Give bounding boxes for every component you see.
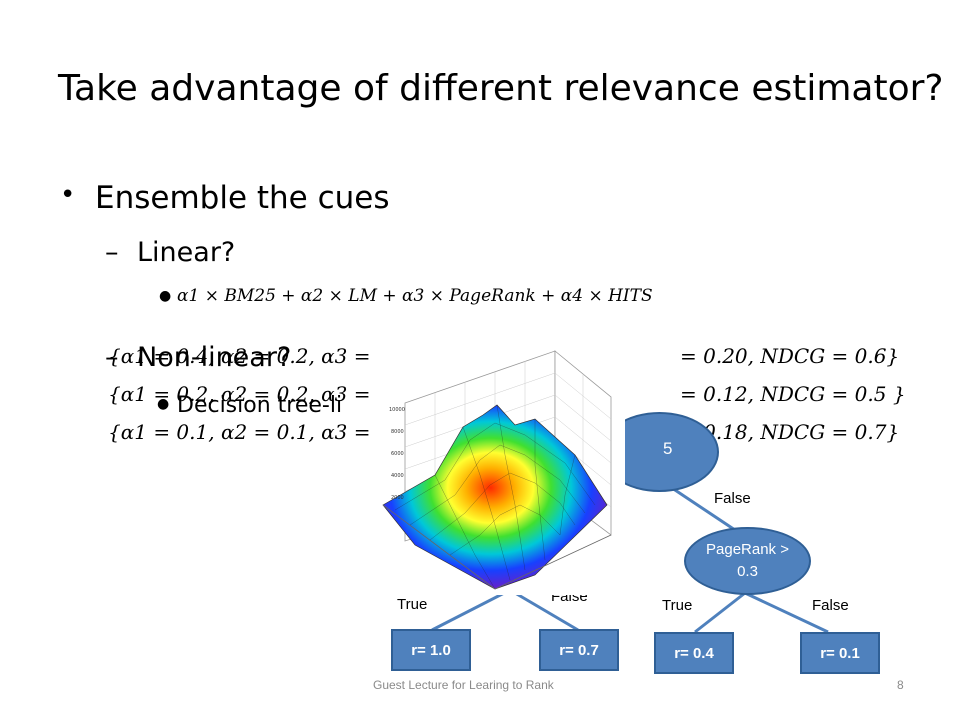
- tree-node-pagerank: PageRank > 0.3: [684, 527, 811, 595]
- edge-label-false-right: False: [812, 597, 849, 614]
- svg-text:8000: 8000: [391, 429, 404, 435]
- dash-linear: –: [105, 237, 119, 268]
- alpha-row-3-left: {α1 = 0.1, α2 = 0.1, α3 =: [108, 420, 371, 444]
- alpha-row-1-left: {α1 = 0.4, α2 = 0.2, α3 =: [108, 344, 371, 368]
- alpha-row-1-right: = 0.20, NDCG = 0.6}: [680, 344, 900, 368]
- alpha-row-2-left: {α1 = 0.2, α2 = 0.2, α3 =: [108, 382, 371, 406]
- tree-root-label: 5: [663, 439, 673, 458]
- dash-nonlinear: –: [105, 342, 119, 373]
- page-number: 8: [897, 678, 904, 692]
- surface-plot-image: 10000 8000 6000 4000 2000: [375, 345, 625, 595]
- bullet-dot: •: [60, 180, 76, 210]
- alpha-row-2-right: = 0.12, NDCG = 0.5 }: [680, 382, 906, 406]
- bullet-ensemble: Ensemble the cues: [95, 180, 390, 216]
- tree-leaf-4: r= 0.1: [800, 632, 880, 674]
- edge-label-true-right: True: [662, 597, 693, 614]
- linear-formula: α1 × BM25 + α2 × LM + α3 × PageRank + α4…: [177, 286, 653, 306]
- tree-leaf-2: r= 0.7: [539, 629, 619, 671]
- svg-text:4000: 4000: [391, 473, 404, 479]
- sub-linear: Linear?: [137, 237, 236, 268]
- edge-label-false-top: False: [714, 490, 751, 507]
- svg-text:6000: 6000: [391, 451, 404, 457]
- formula-dot: ●: [159, 288, 172, 304]
- edge-label-true-left: True: [397, 596, 428, 613]
- decision-dot: ●: [157, 396, 170, 412]
- svg-text:2000: 2000: [391, 495, 404, 501]
- slide-title: Take advantage of different relevance es…: [58, 68, 944, 109]
- sub-nonlinear: Non-linear?: [137, 342, 292, 373]
- tree-leaf-1: r= 1.0: [391, 629, 471, 671]
- tree-leaf-3: r= 0.4: [654, 632, 734, 674]
- decision-tree-text: Decision tree-li: [177, 393, 343, 418]
- svg-text:10000: 10000: [389, 407, 405, 413]
- footer-text: Guest Lecture for Learing to Rank: [373, 678, 554, 692]
